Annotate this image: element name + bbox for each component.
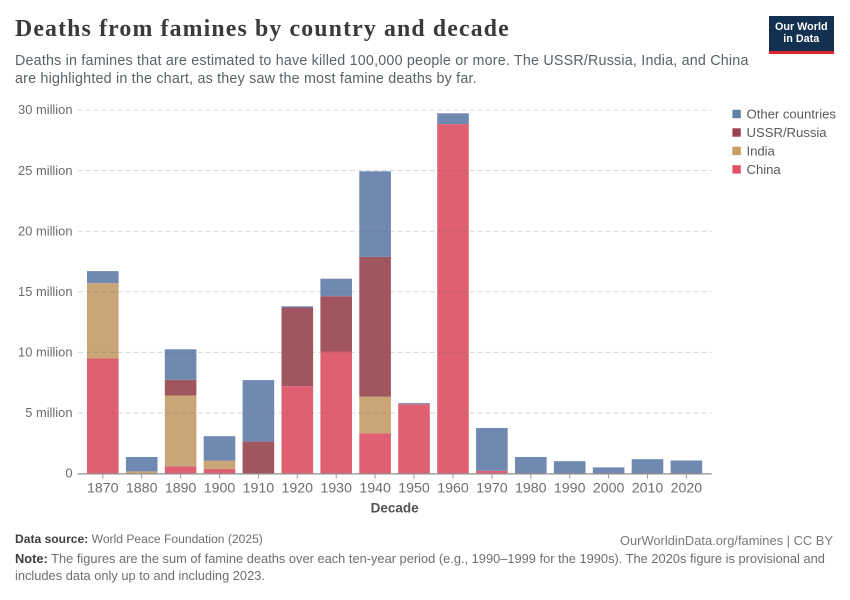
svg-text:2010: 2010 — [632, 481, 664, 497]
svg-text:2000: 2000 — [593, 481, 625, 497]
svg-text:Other countries: Other countries — [747, 107, 837, 122]
svg-text:USSR/Russia: USSR/Russia — [747, 125, 828, 140]
svg-text:India: India — [747, 144, 776, 159]
svg-text:1890: 1890 — [165, 481, 197, 497]
svg-text:20 million: 20 million — [18, 223, 72, 238]
svg-text:China: China — [747, 162, 782, 177]
svg-text:1870: 1870 — [87, 481, 119, 497]
svg-text:Decade: Decade — [371, 501, 420, 516]
svg-text:1930: 1930 — [320, 481, 352, 497]
svg-text:1940: 1940 — [359, 481, 391, 497]
svg-text:25 million: 25 million — [18, 163, 72, 178]
svg-text:15 million: 15 million — [18, 284, 72, 299]
svg-text:30 million: 30 million — [18, 102, 72, 117]
svg-text:1980: 1980 — [515, 481, 547, 497]
svg-text:1950: 1950 — [398, 481, 430, 497]
svg-text:10 million: 10 million — [18, 345, 72, 360]
svg-text:1880: 1880 — [126, 481, 158, 497]
svg-text:1920: 1920 — [282, 481, 314, 497]
svg-text:1990: 1990 — [554, 481, 586, 497]
svg-text:1910: 1910 — [243, 481, 275, 497]
svg-text:5 million: 5 million — [25, 405, 72, 420]
svg-text:1960: 1960 — [437, 481, 469, 497]
svg-text:0: 0 — [65, 466, 72, 481]
svg-text:2020: 2020 — [671, 481, 703, 497]
svg-text:1900: 1900 — [204, 481, 236, 497]
svg-text:1970: 1970 — [476, 481, 508, 497]
